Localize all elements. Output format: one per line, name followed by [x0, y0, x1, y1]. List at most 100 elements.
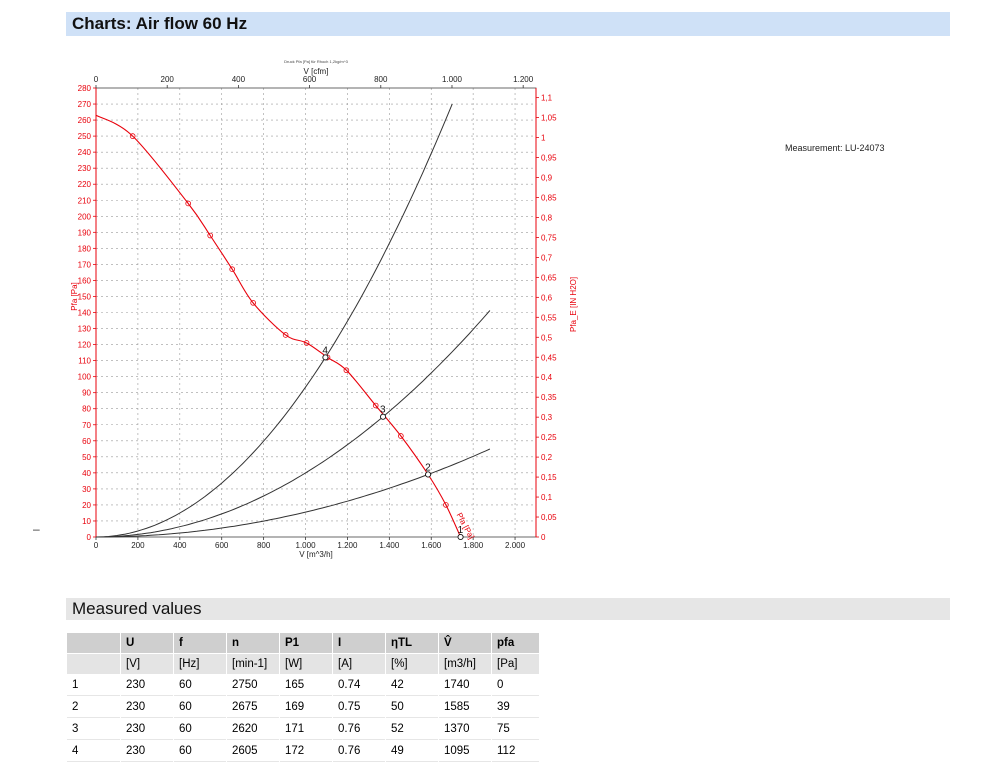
table-header-cell: I	[333, 633, 385, 653]
x2-tick-label: 0	[94, 75, 99, 84]
pfa-curve	[95, 114, 462, 538]
y2-tick-label: 1,1	[541, 94, 553, 103]
table-header-cell: n	[227, 633, 279, 653]
y2-tick-label: 0,75	[541, 233, 557, 242]
y-tick-label: 200	[78, 212, 92, 221]
x2-tick-label: 800	[374, 75, 388, 84]
table-unit-cell: [m3/h]	[439, 654, 491, 674]
table-cell: 1585	[439, 697, 491, 718]
x2-tick-label: 200	[161, 75, 175, 84]
y-tick-label: 20	[82, 501, 91, 510]
y2-tick-label: 0,5	[541, 333, 553, 342]
y-tick-label: 190	[78, 228, 92, 237]
x-tick-label: 1.200	[337, 541, 358, 550]
x-tick-label: 0	[94, 541, 99, 550]
pfa-curve-point	[372, 402, 379, 409]
measured-values-header: Measured values	[66, 598, 950, 620]
table-unit-cell: [W]	[280, 654, 332, 674]
table-unit-cell: [V]	[121, 654, 173, 674]
y-tick-label: 110	[78, 357, 91, 366]
y2-tick-label: 0,9	[541, 174, 553, 183]
table-header-cell: V̂	[439, 633, 491, 653]
x2-tick-label: 1.000	[442, 75, 463, 84]
table-cell: 112	[492, 741, 539, 762]
y2-tick-label: 0,15	[541, 473, 557, 482]
table-cell: 42	[386, 675, 438, 696]
table-cell: 3	[67, 719, 120, 740]
y2-tick-label: 0,45	[541, 353, 557, 362]
table-cell: 2675	[227, 697, 279, 718]
table-cell: 2605	[227, 741, 279, 762]
x-tick-label: 400	[173, 541, 187, 550]
operating-point-label: 4	[322, 345, 328, 356]
pfa-curve-point	[185, 200, 191, 207]
x-tick-label: 600	[215, 541, 229, 550]
table-header-row: U f n P1 I ηTL V̂ pfa	[67, 633, 539, 653]
operating-point	[322, 354, 329, 361]
table-unit-cell: [Pa]	[492, 654, 539, 674]
y2-tick-label: 0,55	[541, 313, 557, 322]
operating-point-label: 1	[458, 525, 464, 536]
table-unit-cell: [min-1]	[227, 654, 279, 674]
y-tick-label: 270	[78, 100, 92, 109]
y2-tick-label: 0,4	[541, 373, 553, 382]
table-header-cell: ηTL	[386, 633, 438, 653]
y2-tick-label: 0,3	[541, 413, 553, 422]
y-tick-label: 120	[78, 341, 92, 350]
pfa-curve-point	[398, 433, 404, 439]
table-cell: 49	[386, 741, 438, 762]
y2-tick-label: 0,8	[541, 213, 553, 222]
y2-tick-label: 0,05	[541, 513, 557, 522]
y2-tick-label: 0,95	[541, 154, 557, 163]
table-cell: 1740	[439, 675, 491, 696]
x-axis-label: V [m^3/h]	[299, 550, 333, 559]
y-tick-label: 260	[78, 116, 92, 125]
table-cell: 0	[492, 675, 539, 696]
x2-tick-label: 400	[232, 75, 246, 84]
table-cell: 60	[174, 675, 226, 696]
pfa-curve-point	[229, 266, 235, 273]
table-cell: 230	[121, 719, 173, 740]
table-cell: 60	[174, 697, 226, 718]
table-cell: 0.75	[333, 697, 385, 718]
table-row: 4 230 60 2605 172 0.76 49 1095 112	[67, 741, 539, 762]
pfa-curve-point	[207, 232, 213, 239]
y2-tick-label: 0,85	[541, 193, 557, 202]
table-cell: 1095	[439, 741, 491, 762]
table-row: 2 230 60 2675 169 0.75 50 1585 39	[67, 697, 539, 718]
y-tick-label: 90	[82, 389, 91, 398]
table-cell: 172	[280, 741, 332, 762]
pfa-curve-point	[303, 340, 310, 346]
x-tick-label: 2.000	[505, 541, 526, 550]
table-unit-cell: [A]	[333, 654, 385, 674]
table-row: 3 230 60 2620 171 0.76 52 1370 75	[67, 719, 539, 740]
y-tick-label: 240	[78, 148, 92, 157]
table-header-cell: U	[121, 633, 173, 653]
y-tick-label: 230	[78, 164, 92, 173]
table-cell: 230	[121, 741, 173, 762]
operating-point	[457, 533, 464, 541]
pfa-curve-point	[343, 367, 350, 374]
table-cell: 230	[121, 697, 173, 718]
x2-axis-label: V [cfm]	[304, 67, 329, 76]
y2-tick-label: 0,65	[541, 273, 557, 282]
table-cell: 52	[386, 719, 438, 740]
x-tick-label: 1.800	[463, 541, 484, 550]
measured-values-table: U f n P1 I ηTL V̂ pfa [V] [Hz] [min-1] […	[66, 632, 540, 763]
pfa-curve-point	[443, 502, 449, 508]
y-tick-label: 140	[78, 309, 92, 318]
y2-tick-label: 0,35	[541, 393, 557, 402]
y-tick-label: 60	[82, 437, 91, 446]
y-tick-label: 280	[78, 84, 92, 93]
pfa-curve-point	[129, 133, 136, 139]
y2-tick-label: 0,1	[541, 493, 553, 502]
table-cell: 171	[280, 719, 332, 740]
table-cell: 0.74	[333, 675, 385, 696]
table-cell: 2	[67, 697, 120, 718]
y2-axis-title: Pfa_E [IN H2O]	[569, 277, 578, 332]
table-cell: 230	[121, 675, 173, 696]
table-cell: 60	[174, 719, 226, 740]
y-tick-label: 0	[87, 533, 92, 542]
y2-tick-label: 0	[541, 533, 546, 542]
y-axis-title: Pfa [Pa]	[70, 282, 79, 310]
